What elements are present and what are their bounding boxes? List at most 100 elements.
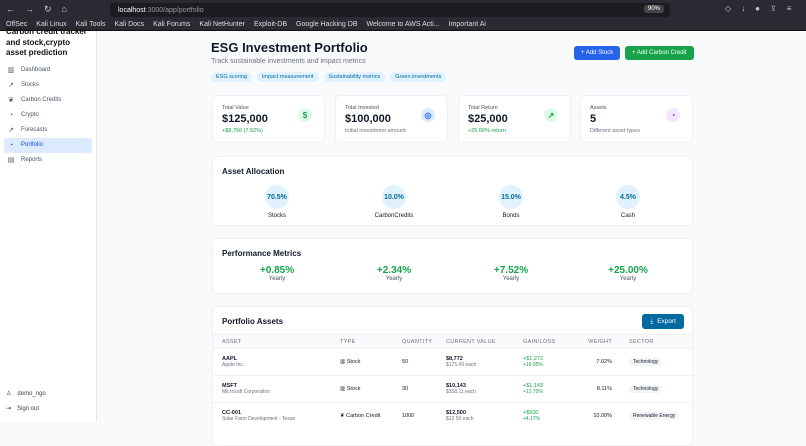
stat-label: Assets (590, 105, 607, 111)
bookmark[interactable]: OffSec (6, 21, 28, 28)
stat-value: $25,000 (468, 113, 508, 125)
file-icon: ▤ (7, 157, 15, 164)
trending-up-icon: ↗ (8, 127, 14, 134)
url-host: localhost (118, 6, 146, 14)
asset-quantity: 30 (393, 375, 437, 403)
stat-value: $125,000 (222, 113, 268, 125)
page-subtitle: Track sustainable investments and impact… (211, 58, 366, 65)
user-icon: ♙ (6, 391, 12, 397)
bar-chart-icon: ▥ (7, 67, 15, 74)
table-row[interactable]: CC-001 Solar Farm Development - Texas ❦ C… (213, 402, 692, 430)
asset-value: $10,143 (446, 383, 466, 389)
allocation-item: 10.0% CarbonCredits (364, 185, 424, 219)
stat-card-assets: Assets 5 Different asset types ◔ (580, 95, 693, 143)
reload-icon[interactable]: ↻ (44, 4, 52, 14)
pie-chart-icon: ◔ (666, 108, 680, 122)
download-icon[interactable]: ↓ (741, 4, 746, 13)
sidebar-item-forecasts[interactable]: ↗ Forecasts (4, 123, 92, 138)
sidebar-item-label: Stocks (21, 82, 40, 88)
bookmarks-bar: OffSec Kali Linux Kali Tools Kali Docs K… (0, 19, 806, 31)
asset-value: $12,500 (446, 410, 466, 417)
bookmark[interactable]: Google Hacking DB (296, 21, 358, 28)
card-title: Portfolio Assets (222, 317, 284, 326)
sidebar-item-dashboard[interactable]: ▥ Dashboard (4, 63, 92, 78)
asset-price-each: $12.50 each (446, 416, 474, 423)
extensions-icon[interactable]: ⇪ (770, 4, 777, 13)
allocation-item: 15.0% Bonds (481, 185, 541, 219)
add-stock-button[interactable]: + Add Stock (574, 46, 621, 60)
table-row[interactable]: MSFT Microsoft Corporation ▥ Stock 30 $10… (213, 375, 692, 403)
leaf-icon: ❦ (8, 97, 14, 104)
sign-out-button[interactable]: ⇥ Sign out (6, 401, 46, 416)
bookmark[interactable]: Kali Forums (153, 21, 191, 28)
performance-value: +2.34% (376, 265, 412, 276)
stat-label: Total Invested (345, 105, 379, 111)
asset-weight: 7.02% (578, 348, 620, 376)
app-brand: Carbon credit tracker and stock,crypto a… (6, 27, 87, 57)
account-icon[interactable]: ● (755, 4, 760, 13)
asset-type: Carbon Credit (346, 413, 381, 420)
bookmark[interactable]: Kali Tools (75, 21, 106, 28)
bookmark[interactable]: Kali Linux (36, 21, 67, 28)
column-header: TYPE (331, 334, 393, 349)
sector-badge: Technology (629, 385, 663, 393)
sidebar-item-portfolio[interactable]: ◔ Portfolio (4, 137, 92, 153)
url-bar[interactable]: localhost:3000/app/portfolio 90% (110, 3, 670, 17)
allocation-pct: 15.0% (499, 185, 523, 209)
tag: Impact measurement (256, 72, 319, 82)
tag: Sustainability metrics (323, 72, 386, 82)
performance-item: +2.34% Yearly (359, 265, 429, 282)
stat-card-total-invested: Total Invested $100,000 Initial investment… (335, 95, 448, 143)
performance-item: +7.52% Yearly (476, 265, 546, 282)
export-label: Export (657, 318, 676, 325)
column-header: QUANTITY (393, 334, 437, 349)
sidebar-item-label: Carbon Credits (21, 97, 62, 103)
performance-value: +7.52% (493, 265, 529, 276)
forward-icon[interactable]: → (25, 4, 34, 14)
trending-up-icon: ↗ (8, 82, 14, 89)
target-icon: ◎ (421, 108, 435, 122)
export-button[interactable]: ⤓ Export (642, 314, 684, 329)
sidebar-item-label: Dashboard (21, 67, 51, 73)
zoom-level[interactable]: 90% (643, 5, 664, 13)
asset-gain-pct: +16.95% (523, 362, 543, 368)
stat-value: $100,000 (345, 113, 391, 125)
bookmark[interactable]: Kali Docs (114, 21, 145, 28)
back-icon[interactable]: ← (6, 4, 15, 14)
shield-icon[interactable]: ◇ (725, 4, 732, 13)
sidebar-item-label: Portfolio (21, 142, 44, 148)
bookmark[interactable]: Kali NetHunter (199, 21, 245, 28)
home-icon[interactable]: ⌂ (61, 4, 67, 14)
bookmark[interactable]: Important Ai (448, 21, 486, 28)
allocation-pct: 70.5% (265, 185, 289, 209)
asset-symbol: CC-001 (222, 410, 241, 417)
sidebar-item-reports[interactable]: ▤ Reports (4, 153, 92, 168)
allocation-item: 70.5% Stocks (247, 185, 307, 219)
browser-toolbar: ← → ↻ ⌂ localhost:3000/app/portfolio 90% ◇ ↓ ●… (0, 0, 806, 19)
allocation-name: Cash (620, 213, 635, 219)
asset-name: Solar Farm Development - Texas (222, 416, 295, 423)
sidebar-item-carbon-credits[interactable]: ❦ Carbon Credits (4, 93, 92, 108)
trending-up-icon: ↗ (544, 108, 558, 122)
sidebar-item-crypto[interactable]: ◔ Crypto (4, 108, 92, 123)
allocation-name: Stocks (267, 213, 286, 219)
asset-quantity: 1000 (393, 402, 437, 430)
performance-label: Yearly (502, 276, 520, 282)
stat-sub: +25.00% return (468, 128, 506, 134)
sidebar-item-label: Crypto (21, 112, 39, 118)
asset-price-each: $338.11 each (446, 389, 476, 395)
asset-price-each: $175.43 each (446, 362, 477, 368)
sidebar-item-label: Reports (21, 157, 43, 163)
column-header: CURRENT VALUE (437, 334, 514, 349)
sidebar-item-stocks[interactable]: ↗ Stocks (4, 78, 92, 93)
bookmark[interactable]: Exploit-DB (253, 21, 288, 28)
sidebar: Carbon credit tracker and stock,crypto a… (0, 27, 97, 422)
bookmark[interactable]: Welcome to AWS Acti... (366, 21, 440, 28)
stat-sub: Different asset types (590, 128, 641, 134)
menu-icon[interactable]: ≡ (786, 4, 792, 13)
asset-weight: 8.11% (578, 375, 620, 403)
table-row[interactable]: AAPL Apple Inc. ▥ Stock 50 $8,772 $175.43 … (213, 348, 692, 376)
sector-badge: Renewable Energy (629, 412, 680, 421)
asset-weight: 10.00% (578, 402, 620, 430)
add-carbon-credit-button[interactable]: + Add Carbon Credit (625, 46, 694, 60)
